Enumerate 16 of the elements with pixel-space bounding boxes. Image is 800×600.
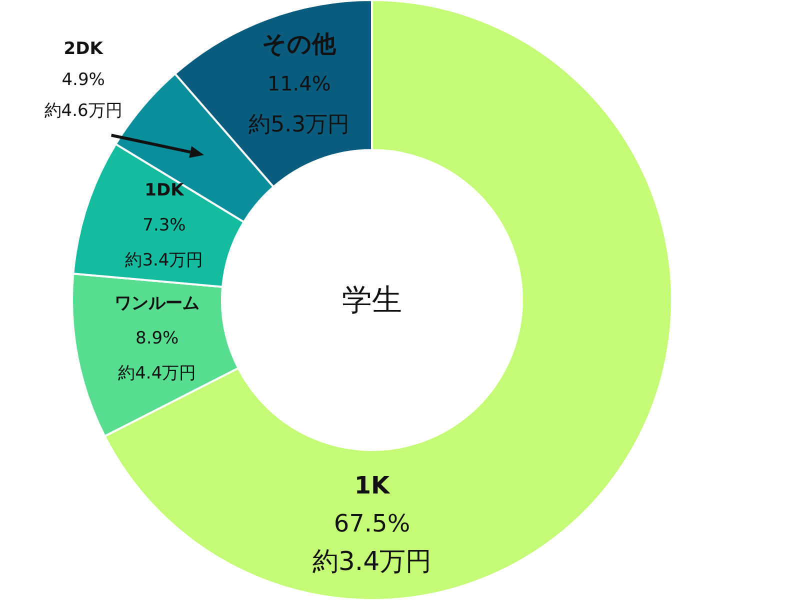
slice-label: 1K [354, 472, 392, 500]
text: 約3.4万円 [312, 547, 432, 578]
slice-label: ワンルーム [114, 293, 200, 314]
data-label: 11.4% [267, 72, 331, 96]
data-label: 7.3% [142, 215, 186, 236]
data-label: 4.9% [62, 70, 105, 90]
text: 学生 [342, 283, 402, 318]
text: 約3.4万円 [125, 250, 204, 270]
text: 約5.3万円 [248, 112, 350, 138]
data-label: 67.5% [334, 510, 410, 538]
slice-label: その他 [262, 30, 338, 58]
text: 約4.4万円 [118, 363, 196, 384]
slice-label: 1DK [144, 180, 185, 200]
text: 約4.6万円 [44, 100, 122, 121]
data-label: 8.9% [136, 328, 179, 349]
slice-label: 2DK [64, 38, 104, 59]
